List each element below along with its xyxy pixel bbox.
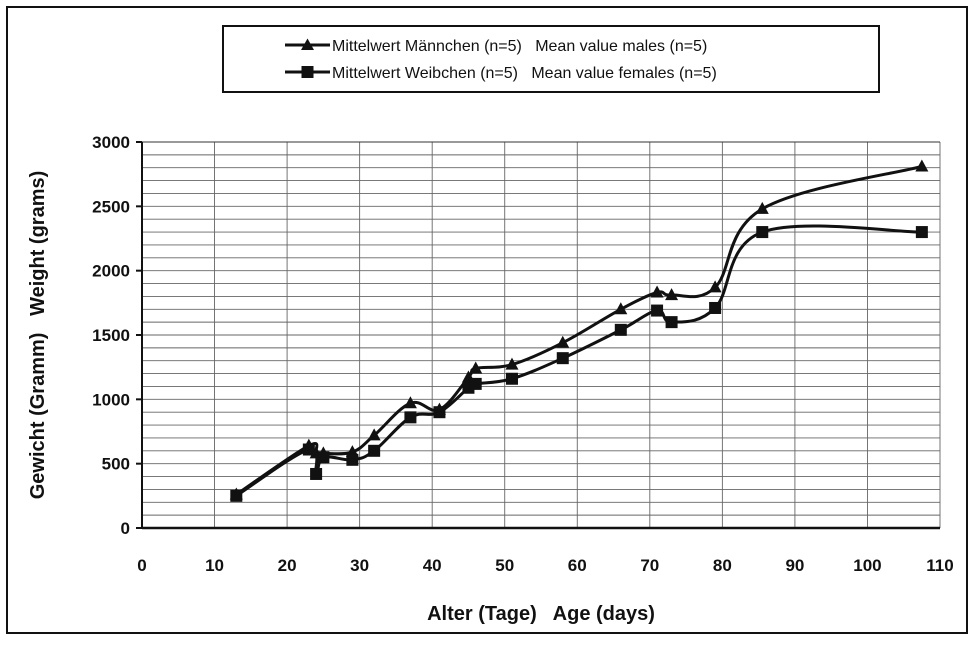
data-point-square [651, 304, 664, 317]
legend-square-marker-icon [301, 66, 314, 78]
data-point-square [614, 323, 627, 336]
legend-label-females: Mittelwert Weibchen (n=5) Mean value fem… [332, 65, 717, 82]
data-point-triangle [755, 201, 769, 214]
data-point-square [756, 226, 769, 239]
x-axis-label: Alter (Tage) Age (days) [427, 603, 655, 625]
legend: Mittelwert Männchen (n=5) Mean value mal… [222, 25, 880, 93]
x-tick-label: 90 [785, 556, 804, 575]
data-point-square [469, 377, 482, 390]
data-point-square [317, 451, 330, 464]
data-point-triangle [650, 285, 664, 298]
data-point-triangle [469, 361, 483, 374]
x-tick-label: 100 [853, 556, 881, 575]
y-tick-label: 500 [102, 455, 130, 474]
x-tick-label: 80 [713, 556, 732, 575]
data-point-square [368, 444, 381, 457]
x-tick-label: 30 [350, 556, 369, 575]
y-tick-label: 3000 [92, 133, 130, 152]
legend-box [222, 25, 880, 93]
data-point-square [709, 301, 722, 314]
data-point-triangle [665, 288, 679, 301]
data-point-triangle [708, 280, 722, 293]
x-tick-label: 40 [423, 556, 442, 575]
y-tick-label: 2500 [92, 197, 130, 216]
tick-labels: 0 10 20 30 40 50 60 70 80 90 100 110 0 500 1000 1500 200… [92, 133, 954, 575]
x-tick-label: 50 [495, 556, 514, 575]
data-point-square [404, 411, 417, 424]
series-line [235, 164, 923, 496]
axes [136, 141, 940, 530]
chart-frame [6, 6, 968, 634]
data-point-square [665, 316, 678, 329]
y-tick-label: 1000 [92, 390, 130, 409]
data-point-square [310, 467, 323, 480]
data-point-square [302, 443, 315, 456]
data-point-square [556, 352, 569, 365]
x-tick-label: 70 [640, 556, 659, 575]
series-males [229, 159, 929, 500]
data-point-square [433, 406, 446, 419]
x-tick-label: 110 [926, 556, 953, 575]
x-tick-label: 20 [278, 556, 297, 575]
grid-lines [142, 141, 941, 528]
data-point-triangle [403, 396, 417, 409]
legend-label-males: Mittelwert Männchen (n=5) Mean value mal… [332, 38, 707, 55]
x-tick-label: 60 [568, 556, 587, 575]
data-point-triangle [915, 159, 929, 172]
data-point-triangle [614, 302, 628, 315]
data-point-square [230, 489, 243, 502]
legend-entry-males: Mittelwert Männchen (n=5) Mean value mal… [285, 38, 707, 55]
data-point-triangle [367, 428, 381, 441]
series-females [230, 224, 928, 502]
data-point-square [505, 372, 518, 385]
x-tick-label: 10 [205, 556, 224, 575]
x-tick-label: 0 [137, 556, 146, 575]
series [229, 159, 929, 502]
legend-triangle-marker-icon [301, 38, 314, 50]
y-tick-label: 2000 [92, 262, 130, 281]
data-point-triangle [556, 335, 570, 348]
y-tick-label: 0 [121, 519, 130, 538]
y-axis-label: Gewicht (Gramm) Weight (grams) [27, 171, 49, 500]
y-tick-label: 1500 [92, 326, 130, 345]
legend-entry-females: Mittelwert Weibchen (n=5) Mean value fem… [285, 65, 717, 82]
data-point-square [915, 226, 928, 239]
data-point-square [346, 453, 359, 466]
data-point-triangle [505, 357, 519, 370]
